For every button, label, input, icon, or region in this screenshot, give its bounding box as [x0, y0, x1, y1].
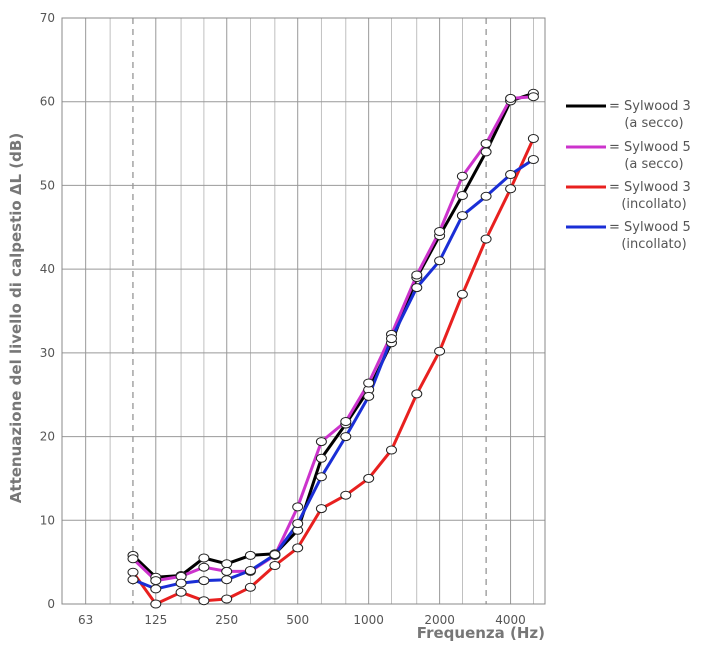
data-point-s3: [175, 587, 187, 597]
y-tick-label: 60: [40, 95, 55, 109]
data-point-s3: [411, 389, 423, 399]
data-point-s3: [315, 504, 327, 514]
x-axis-label: Frequenza (Hz): [417, 624, 545, 642]
data-point-s2: [198, 562, 210, 572]
data-point-s4: [221, 575, 233, 585]
data-point-s2: [527, 92, 539, 102]
legend-entry-4-detail: (incollato): [621, 237, 686, 252]
data-points: [127, 88, 539, 609]
data-point-s3: [269, 561, 281, 570]
x-tick-label: 125: [144, 613, 167, 627]
tick-labels: 0 10 20 30 40 50 60 70 63 125 250 500 1000 2000 4000: [40, 11, 526, 627]
series-line-2: [131, 95, 535, 583]
series-lines: [131, 91, 535, 606]
data-point-s4: [480, 191, 492, 201]
legend-entry-3: = Sylwood 3: [609, 180, 691, 195]
data-point-s4: [150, 584, 162, 594]
data-point-s1: [198, 553, 210, 563]
x-tick-label: 4000: [495, 613, 526, 627]
data-point-s3: [340, 490, 352, 500]
data-point-s2: [150, 576, 162, 586]
data-point-s2: [411, 270, 423, 280]
data-point-s4: [175, 578, 187, 588]
plot-frame: [61, 17, 546, 605]
data-point-s1: [480, 147, 492, 157]
data-point-s4: [198, 576, 210, 586]
x-tick-label: 1000: [353, 613, 384, 627]
legend: = Sylwood 3 (a secco) = Sylwood 5 (a secco)…: [566, 99, 691, 252]
data-point-s4: [434, 256, 446, 266]
data-point-s3: [221, 594, 233, 604]
x-tick-label: 63: [78, 613, 93, 627]
data-point-s4: [505, 170, 517, 179]
y-tick-label: 50: [40, 178, 55, 192]
x-tick-label: 250: [215, 613, 238, 627]
data-point-s3: [386, 445, 397, 455]
data-point-s3: [456, 289, 468, 299]
data-point-s1: [456, 191, 468, 200]
data-point-s2: [340, 417, 352, 426]
data-point-s2: [127, 554, 139, 564]
x-tick-label: 2000: [424, 613, 455, 627]
data-point-s4: [411, 283, 423, 293]
y-tick-label: 10: [40, 513, 55, 527]
data-point-s2: [434, 227, 446, 236]
data-point-s4: [127, 575, 139, 585]
data-point-s4: [363, 391, 375, 401]
data-point-s4: [244, 566, 256, 575]
data-point-s1: [221, 559, 233, 569]
data-point-s4: [292, 519, 304, 529]
data-point-s3: [480, 234, 492, 244]
data-point-s2: [315, 437, 327, 447]
series-line-4: [131, 158, 535, 591]
y-tick-label: 20: [40, 430, 55, 444]
data-point-s1: [244, 550, 256, 560]
data-point-s3: [434, 346, 446, 356]
data-point-s3: [150, 599, 162, 609]
y-tick-label: 30: [40, 346, 55, 360]
data-point-s4: [269, 550, 281, 560]
y-axis-label: Attenuazione del livello di calpestio ΔL…: [7, 133, 25, 503]
data-point-s3: [292, 543, 304, 553]
data-point-s2: [456, 171, 468, 181]
data-point-s4: [527, 155, 539, 164]
data-point-s2: [480, 139, 492, 149]
data-point-s3: [363, 473, 375, 483]
data-point-s1: [315, 453, 327, 463]
data-point-s3: [244, 582, 256, 592]
legend-entry-2: = Sylwood 5: [609, 140, 691, 155]
legend-entry-4: = Sylwood 5: [609, 220, 691, 235]
y-tick-label: 70: [40, 11, 55, 25]
y-tick-label: 0: [47, 597, 55, 611]
legend-entry-1: = Sylwood 3: [609, 99, 691, 114]
y-tick-label: 40: [40, 262, 55, 276]
legend-entry-2-detail: (a secco): [624, 157, 683, 172]
legend-entry-1-detail: (a secco): [624, 116, 683, 131]
data-point-s3: [198, 596, 210, 606]
data-point-s3: [527, 134, 539, 143]
data-point-s4: [456, 211, 468, 221]
x-tick-label: 500: [286, 613, 309, 627]
data-point-s2: [221, 566, 233, 576]
data-point-s2: [292, 502, 304, 512]
data-point-s3: [127, 567, 139, 577]
data-point-s4: [386, 334, 397, 344]
legend-entry-3-detail: (incollato): [621, 197, 686, 212]
data-point-s2: [363, 378, 375, 388]
grid: [61, 17, 546, 605]
data-point-s4: [315, 472, 327, 482]
data-point-s3: [505, 184, 517, 194]
series-line-1: [131, 91, 535, 579]
data-point-s2: [505, 93, 517, 103]
data-point-s4: [340, 432, 352, 442]
